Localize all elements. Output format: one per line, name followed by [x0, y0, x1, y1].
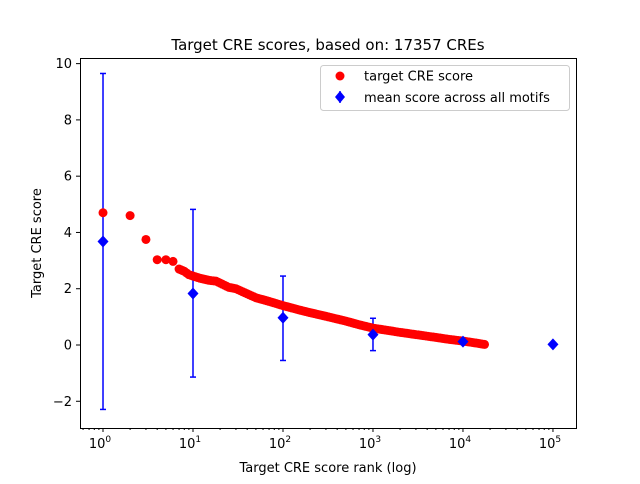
- x-tick-label: 100: [89, 435, 112, 452]
- legend-label-target-cre-score: target CRE score: [364, 70, 473, 85]
- target-cre-score-point: [161, 255, 171, 265]
- target-cre-score-point: [98, 208, 108, 218]
- legend-label-mean-score: mean score across all motifs: [364, 91, 550, 106]
- target-cre-score-point: [477, 339, 487, 349]
- target-cre-score-point: [168, 256, 178, 266]
- mean-score-point: [457, 335, 469, 348]
- target-cre-score-point: [141, 234, 151, 244]
- chart-title: Target CRE scores, based on: 17357 CREs: [170, 36, 484, 54]
- y-tick-label: 6: [64, 170, 72, 185]
- y-tick-label: 0: [64, 338, 72, 353]
- y-axis-label: Target CRE score: [30, 188, 45, 299]
- x-tick-label: 103: [359, 435, 381, 452]
- target-cre-score-point: [152, 255, 162, 265]
- legend: target CRE score mean score across all m…: [320, 65, 570, 111]
- target-cre-score-point: [125, 211, 135, 221]
- x-tick-label: 104: [449, 435, 472, 452]
- legend-marker-target-cre-score: [335, 71, 345, 81]
- x-tick-label: 105: [539, 435, 561, 452]
- mean-score-point: [277, 311, 289, 324]
- legend-frame: [320, 65, 570, 111]
- legend-marker-mean-score: [335, 91, 345, 103]
- plot-frame: [80, 58, 577, 429]
- x-tick-label: 102: [269, 435, 291, 452]
- mean-score-point: [187, 287, 199, 300]
- mean-score-point: [97, 235, 109, 248]
- y-tick-label: −2: [53, 395, 72, 410]
- mean-score-point: [367, 328, 379, 341]
- x-axis-label: Target CRE score rank (log): [238, 461, 416, 476]
- y-tick-label: 10: [55, 57, 72, 72]
- x-tick-label: 101: [179, 435, 201, 452]
- y-tick-label: 2: [64, 282, 72, 297]
- mean-score-point: [547, 338, 559, 351]
- y-tick-label: 8: [64, 113, 72, 128]
- y-tick-label: 4: [64, 226, 72, 241]
